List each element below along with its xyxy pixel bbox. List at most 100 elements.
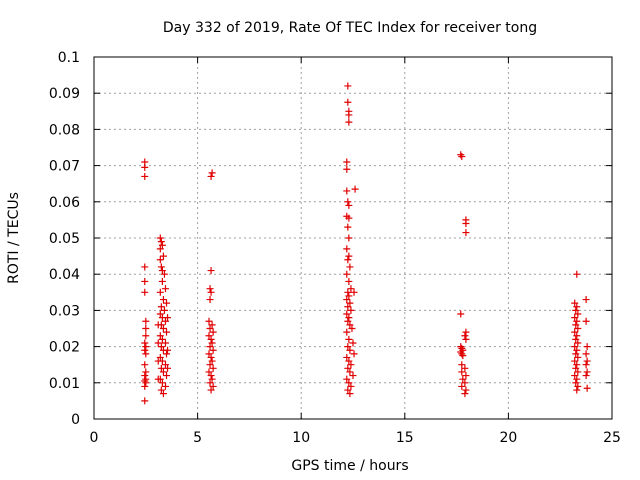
data-point-plus xyxy=(156,234,164,242)
data-point-plus xyxy=(458,153,466,161)
data-point-plus xyxy=(142,379,150,387)
data-point-plus xyxy=(343,187,351,195)
data-point-plus xyxy=(343,245,351,253)
data-point-plus xyxy=(582,317,590,325)
data-point-plus xyxy=(207,335,215,343)
data-point-plus xyxy=(142,368,150,376)
data-point-plus xyxy=(583,357,591,365)
chart-title: Day 332 of 2019, Rate Of TEC Index for r… xyxy=(163,20,537,36)
data-point-plus xyxy=(459,375,467,383)
data-point-plus xyxy=(158,335,166,343)
y-tick-label: 0.04 xyxy=(49,267,80,283)
grid xyxy=(94,57,612,419)
data-point-plus xyxy=(458,361,466,369)
data-point-plus xyxy=(156,245,164,253)
y-axis-label: ROTI / TECUs xyxy=(6,192,22,284)
data-point-plus xyxy=(209,364,217,372)
data-point-plus xyxy=(209,382,217,390)
data-point-plus xyxy=(208,375,216,383)
data-point-plus xyxy=(208,357,216,365)
data-point-plus xyxy=(156,256,164,264)
data-point-plus xyxy=(163,372,171,380)
data-point-plus xyxy=(141,288,149,296)
data-point-plus xyxy=(163,350,171,358)
data-point-plus xyxy=(571,328,579,336)
data-point-plus xyxy=(164,314,172,322)
data-point-plus xyxy=(344,317,352,325)
x-tick-label: 5 xyxy=(193,430,202,446)
data-point-plus xyxy=(573,386,581,394)
data-point-plus xyxy=(209,346,217,354)
data-point-plus xyxy=(346,321,354,329)
data-point-plus xyxy=(574,353,582,361)
data-point-plus xyxy=(206,361,214,369)
data-point-plus xyxy=(462,220,470,228)
y-tick-label: 0.1 xyxy=(58,50,80,66)
data-point-plus xyxy=(159,325,167,332)
data-point-plus xyxy=(156,332,164,340)
data-point-plus xyxy=(349,339,357,347)
data-point-plus xyxy=(573,317,581,325)
x-tick-label: 0 xyxy=(90,430,99,446)
data-point-plus xyxy=(461,364,469,372)
data-point-plus xyxy=(344,82,352,90)
data-point-plus xyxy=(345,292,353,300)
data-point-plus xyxy=(160,270,168,278)
data-point-plus xyxy=(205,350,213,358)
data-point-plus xyxy=(347,285,355,293)
data-point-plus xyxy=(461,390,469,398)
data-point-plus xyxy=(157,238,165,246)
data-points xyxy=(141,82,591,405)
data-point-plus xyxy=(206,325,214,332)
data-point-plus xyxy=(142,350,150,358)
data-point-plus xyxy=(343,158,351,166)
data-point-plus xyxy=(344,98,352,106)
data-point-plus xyxy=(351,185,359,193)
data-point-plus xyxy=(343,375,351,383)
y-tick-label: 0.09 xyxy=(49,86,80,102)
data-point-plus xyxy=(462,372,470,380)
data-point-plus xyxy=(458,368,466,376)
y-tick-label: 0.07 xyxy=(49,159,80,175)
data-point-plus xyxy=(206,379,214,387)
data-point-plus xyxy=(164,364,172,372)
data-point-plus xyxy=(206,343,214,351)
data-point-plus xyxy=(156,288,164,296)
data-point-plus xyxy=(574,339,582,347)
x-tick-label: 10 xyxy=(292,430,310,446)
data-point-plus xyxy=(350,350,358,358)
data-point-plus xyxy=(582,350,590,358)
data-point-plus xyxy=(207,353,215,361)
data-point-plus xyxy=(345,252,353,260)
data-point-plus xyxy=(207,267,215,275)
data-point-plus xyxy=(459,352,467,360)
data-point-plus xyxy=(582,296,590,304)
data-point-plus xyxy=(207,172,215,180)
y-tick-label: 0.02 xyxy=(49,340,80,356)
data-point-plus xyxy=(462,335,470,343)
data-point-plus xyxy=(344,223,352,231)
data-point-plus xyxy=(154,357,162,365)
data-point-plus xyxy=(462,386,470,394)
data-point-plus xyxy=(208,169,216,177)
data-point-plus xyxy=(206,285,214,293)
data-point-plus xyxy=(571,314,579,322)
data-point-plus xyxy=(343,328,351,336)
data-point-plus xyxy=(141,382,149,390)
data-point-plus xyxy=(157,364,165,372)
data-point-plus xyxy=(154,339,162,347)
data-point-plus xyxy=(158,267,166,275)
data-point-plus xyxy=(158,379,166,387)
data-point-plus xyxy=(346,368,354,376)
data-point-plus xyxy=(344,256,352,264)
data-point-plus xyxy=(156,353,164,361)
data-point-plus xyxy=(154,375,162,383)
data-point-plus xyxy=(141,277,149,285)
data-point-plus xyxy=(343,296,351,304)
data-point-plus xyxy=(346,346,354,354)
data-point-plus xyxy=(583,368,591,376)
data-point-plus xyxy=(344,288,352,296)
x-axis-label: GPS time / hours xyxy=(291,458,408,474)
data-point-plus xyxy=(141,346,149,354)
